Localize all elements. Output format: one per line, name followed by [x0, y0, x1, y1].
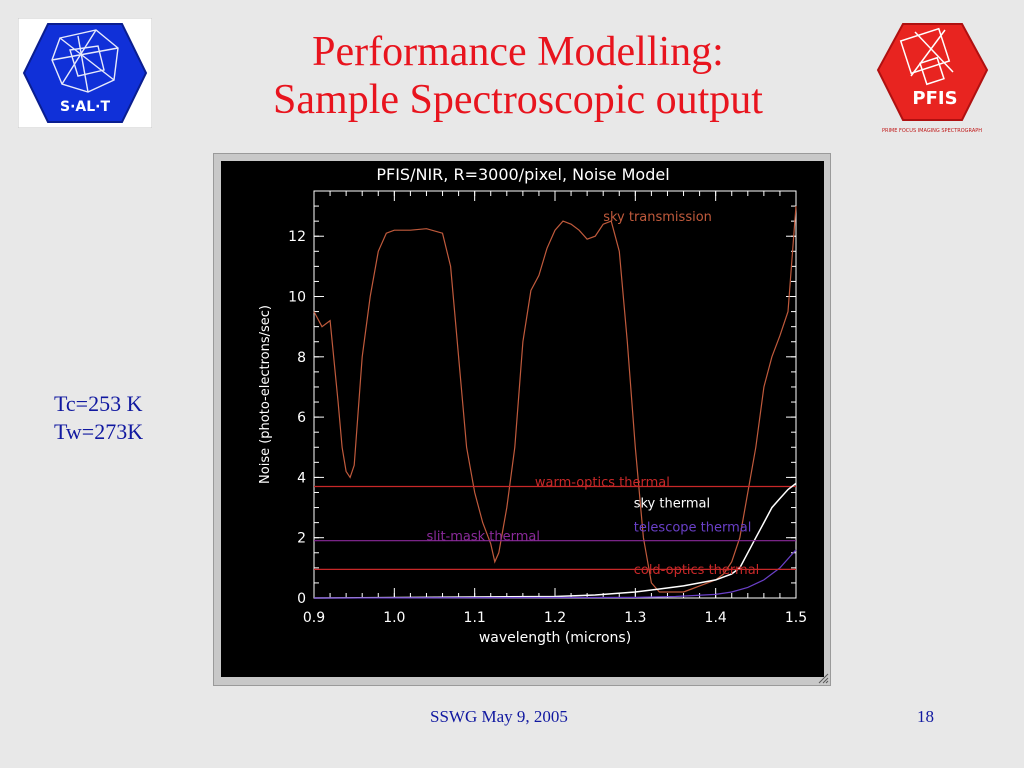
series-labels: sky transmission warm-optics thermal sky t…	[426, 210, 759, 578]
temperature-params: Tc=253 K Tw=273K	[54, 390, 143, 446]
chart-title: PFIS/NIR, R=3000/pixel, Noise Model	[376, 165, 669, 184]
x-tick-label: 1.3	[624, 610, 646, 626]
axis-ticks: 0.9 1.0 1.1 1.2 1.3 1.4 1.5 0 2 4 6 8 10 12	[288, 190, 807, 626]
series-label-1: warm-optics thermal	[535, 475, 670, 490]
plot-window: PFIS/NIR, R=3000/pixel, Noise Model 0.9 1…	[213, 153, 831, 686]
y-tick-label: 12	[288, 229, 306, 245]
series-group	[313, 206, 797, 599]
y-tick-label: 4	[297, 470, 306, 486]
y-axis-label: Noise (photo-electrons/sec)	[258, 305, 273, 484]
y-tick-label: 8	[297, 350, 306, 366]
slide-title: Performance Modelling: Sample Spectrosco…	[180, 28, 856, 124]
title-line-1: Performance Modelling:	[312, 29, 724, 75]
y-tick-label: 6	[297, 410, 306, 426]
series-label-2: sky thermal	[634, 497, 710, 512]
salt-logo: S·AL·T	[17, 17, 153, 129]
series-line-2	[313, 482, 797, 599]
plot-area	[313, 190, 797, 599]
salt-logo-text: S·AL·T	[60, 99, 110, 115]
x-tick-label: 1.2	[544, 610, 566, 626]
noise-model-chart: PFIS/NIR, R=3000/pixel, Noise Model 0.9 1…	[258, 165, 807, 646]
x-tick-label: 1.1	[464, 610, 486, 626]
footer-date: SSWG May 9, 2005	[430, 707, 568, 726]
slide-number: 18	[917, 707, 934, 726]
x-tick-label: 0.9	[303, 610, 325, 626]
y-tick-label: 2	[297, 531, 306, 547]
series-label-0: sky transmission	[603, 210, 712, 225]
x-tick-label: 1.0	[383, 610, 405, 626]
pfis-logo-text: PFIS	[912, 88, 957, 109]
x-axis-label: wavelength (microns)	[479, 630, 631, 646]
y-tick-label: 10	[288, 290, 306, 306]
pfis-logo: PFIS PRIME FOCUS IMAGING SPECTROGRAPH	[875, 20, 990, 138]
pfis-logo-subtext: PRIME FOCUS IMAGING SPECTROGRAPH	[882, 128, 982, 134]
tc-value: Tc=253 K	[54, 391, 143, 416]
x-tick-label: 1.5	[785, 610, 807, 626]
title-line-2: Sample Spectroscopic output	[273, 77, 763, 123]
series-label-4: slit-mask thermal	[426, 530, 540, 545]
series-label-5: cold-optics thermal	[634, 563, 760, 578]
series-line-3	[313, 549, 797, 599]
tw-value: Tw=273K	[54, 419, 144, 444]
y-tick-label: 0	[297, 591, 306, 607]
series-label-3: telescope thermal	[634, 521, 752, 536]
resize-grip-icon[interactable]	[817, 672, 829, 684]
x-tick-label: 1.4	[705, 610, 727, 626]
plot-canvas: PFIS/NIR, R=3000/pixel, Noise Model 0.9 1…	[221, 161, 824, 677]
